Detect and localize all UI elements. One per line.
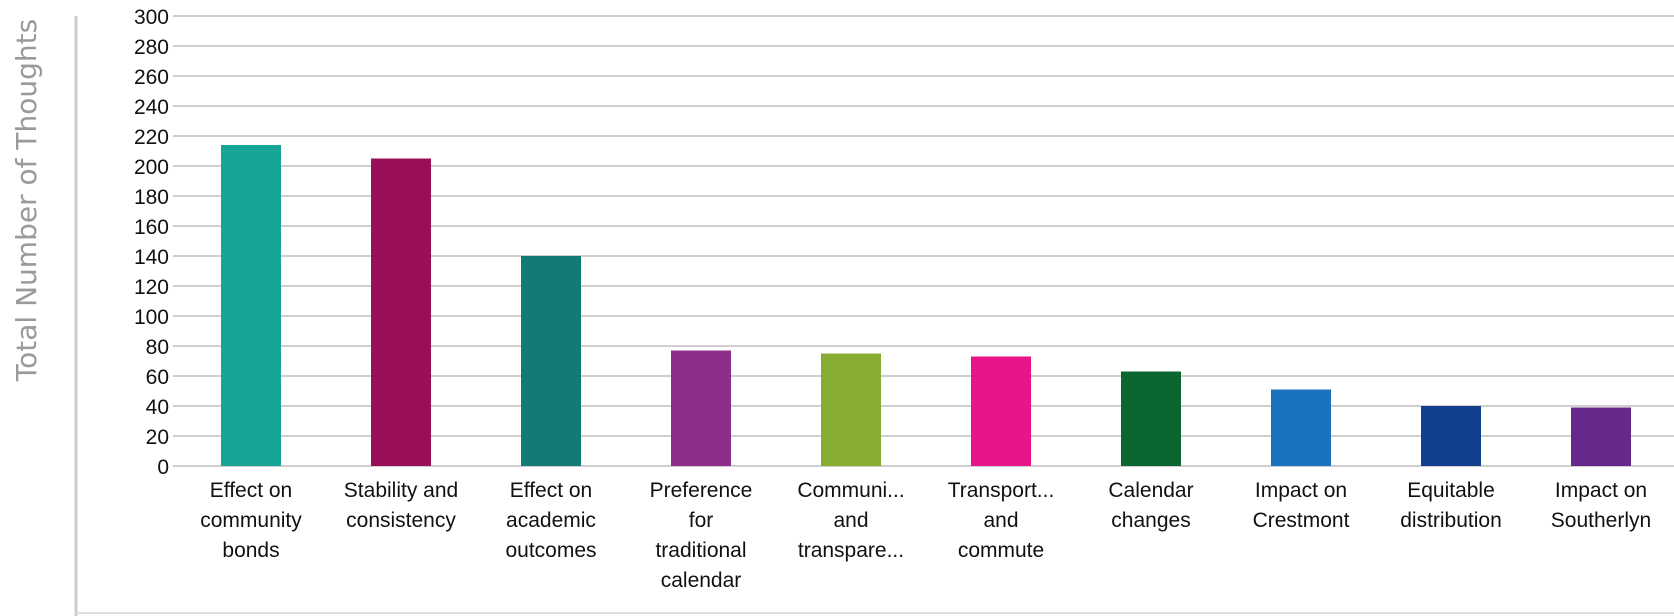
- y-tick-label: 280: [134, 36, 169, 59]
- y-tick-label: 120: [134, 276, 169, 299]
- bar-6[interactable]: [971, 356, 1031, 467]
- y-axis-label: Total Number of Thoughts: [10, 19, 43, 382]
- bars: [221, 145, 1631, 466]
- y-tick-label: 80: [146, 336, 169, 359]
- y-tick-label: 40: [146, 396, 169, 419]
- bar-5[interactable]: [821, 353, 881, 467]
- bar-8[interactable]: [1271, 389, 1331, 467]
- x-tick-label-1: Effect on community bonds: [200, 479, 302, 562]
- x-tick-label-6: Transport... and commute: [948, 479, 1055, 562]
- x-tick-label-2: Stability and consistency: [344, 479, 458, 532]
- bar-10[interactable]: [1571, 407, 1631, 467]
- y-tick-label: 300: [134, 6, 169, 29]
- y-tick-label: 100: [134, 306, 169, 329]
- y-tick-label: 0: [157, 456, 169, 479]
- y-tick-label: 240: [134, 96, 169, 119]
- bar-9[interactable]: [1421, 406, 1481, 466]
- y-tick-label: 180: [134, 186, 169, 209]
- x-tick-label-4: Preference for traditional calendar: [650, 479, 753, 592]
- y-tick-label: 20: [146, 426, 169, 449]
- bar-7[interactable]: [1121, 371, 1181, 467]
- x-tick-label-3: Effect on academic outcomes: [505, 479, 596, 562]
- x-tick-label-5: Communi... and transpare...: [797, 479, 904, 562]
- x-tick-label-9: Equitable distribution: [1400, 479, 1502, 532]
- y-tick-label: 160: [134, 216, 169, 239]
- y-tick-label: 200: [134, 156, 169, 179]
- y-tick-label: 60: [146, 366, 169, 389]
- y-tick-label: 220: [134, 126, 169, 149]
- bar-2[interactable]: [371, 158, 431, 467]
- x-tick-label-8: Impact on Crestmont: [1253, 479, 1350, 532]
- y-tick-label: 260: [134, 66, 169, 89]
- y-tick-label: 140: [134, 246, 169, 269]
- bar-1[interactable]: [221, 145, 281, 466]
- bar-4[interactable]: [671, 350, 731, 467]
- x-tick-label-10: Impact on Southerlyn: [1551, 479, 1651, 532]
- x-tick-label-7: Calendar changes: [1108, 479, 1193, 532]
- x-axis-ticks: Effect on community bonds Stability and cons…: [200, 479, 1651, 592]
- y-axis-ticks: 0 20 40 60 80 100 120 140 160 180 200 220 240 260 280 3…: [134, 6, 169, 479]
- bar-3[interactable]: [521, 256, 581, 466]
